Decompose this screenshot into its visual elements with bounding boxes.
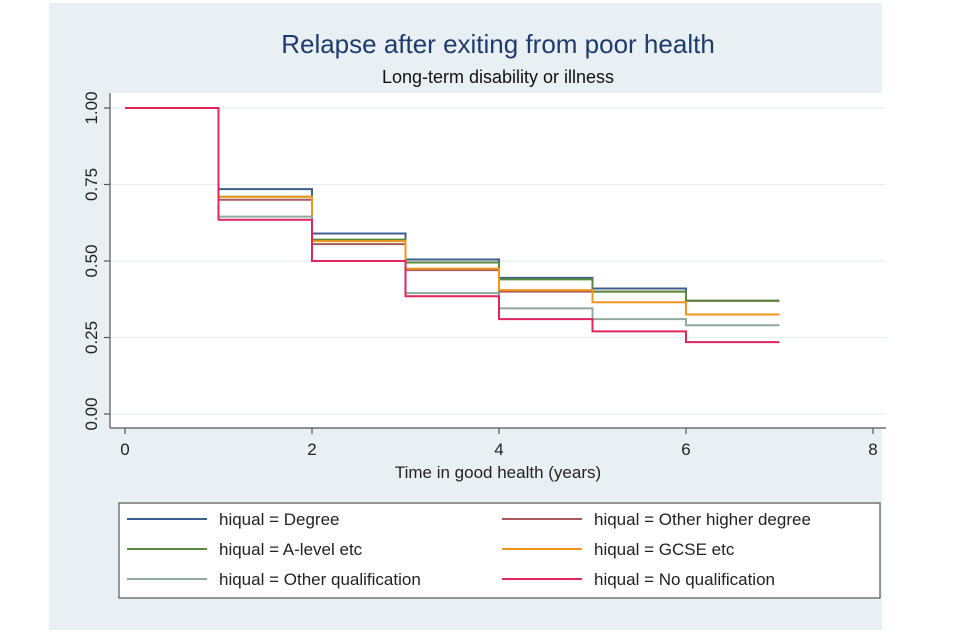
- x-tick-label: 0: [120, 440, 129, 459]
- legend-label: hiqual = A-level etc: [219, 540, 363, 559]
- series-line-3: [125, 107, 780, 316]
- x-tick-label: 6: [681, 440, 690, 459]
- legend-label: hiqual = Other higher degree: [594, 510, 811, 529]
- legend-label: hiqual = Other qualification: [219, 570, 421, 589]
- series-line-5: [125, 107, 780, 344]
- x-tick-label: 4: [494, 440, 503, 459]
- y-tick-label: 0.25: [82, 321, 101, 354]
- series-line-0: [125, 107, 780, 302]
- chart-subtitle: Long-term disability or illness: [382, 67, 614, 87]
- y-tick-label: 0.50: [82, 244, 101, 277]
- y-tick-label: 0.00: [82, 397, 101, 430]
- chart-title: Relapse after exiting from poor health: [281, 29, 715, 59]
- legend-box: [118, 502, 881, 599]
- series-line-4: [125, 107, 780, 327]
- y-tick-label: 0.75: [82, 168, 101, 201]
- legend-label: hiqual = Degree: [219, 510, 340, 529]
- y-tick-label: 1.00: [82, 91, 101, 124]
- x-axis-title: Time in good health (years): [395, 463, 601, 482]
- x-tick-label: 8: [868, 440, 877, 459]
- legend-label: hiqual = GCSE etc: [594, 540, 735, 559]
- x-tick-label: 2: [307, 440, 316, 459]
- legend-label: hiqual = No qualification: [594, 570, 775, 589]
